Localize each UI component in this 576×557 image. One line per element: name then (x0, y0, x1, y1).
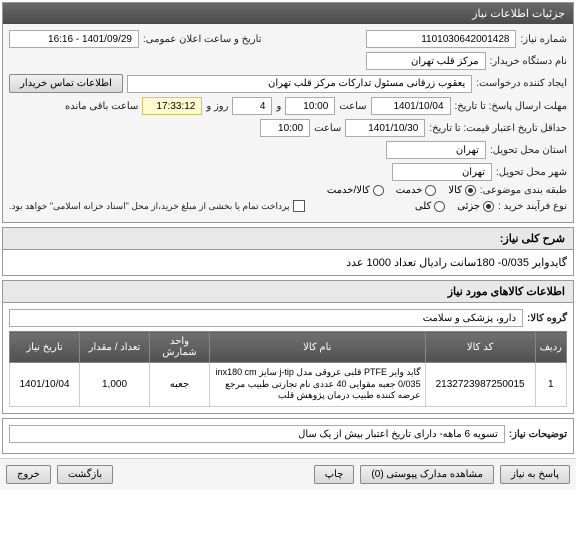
radio-both-label: کالا/خدمت (327, 185, 370, 196)
time-label-2: ساعت (314, 123, 341, 134)
radio-goods-label: کالا (448, 185, 462, 196)
radio-icon (425, 185, 436, 196)
need-no-label: شماره نیاز: (520, 34, 567, 45)
need-no-value: 1101030642001428 (366, 30, 516, 48)
main-panel: جزئیات اطلاعات نیاز شماره نیاز: 11010306… (2, 2, 574, 223)
radio-icon (465, 185, 476, 196)
contact-button[interactable]: اطلاعات تماس خریدار (9, 74, 123, 93)
radio-partial-label: جزئی (457, 201, 480, 212)
desc-text: گایدوایر 0/035- 180سانت رادیال تعداد 100… (3, 250, 573, 275)
notes-section: توضیحات نیاز: تسویه 6 ماهه- دارای تاریخ … (2, 418, 574, 454)
city-label: شهر محل تحویل: (496, 167, 567, 178)
radio-icon (483, 201, 494, 212)
panel-title: جزئیات اطلاعات نیاز (3, 3, 573, 24)
desc-title: شرح کلی نیاز: (3, 228, 573, 250)
city-value: تهران (392, 163, 492, 181)
exit-button[interactable]: خروج (6, 465, 51, 484)
group-label: گروه کالا: (527, 313, 567, 324)
time-remain: 17:33:12 (142, 97, 202, 115)
items-title: اطلاعات کالاهای مورد نیاز (3, 281, 573, 303)
print-button[interactable]: چاپ (314, 465, 355, 484)
notes-label: توضیحات نیاز: (509, 429, 567, 440)
group-value: دارو، پزشکی و سلامت (9, 309, 523, 327)
announce-value: 1401/09/29 - 16:16 (9, 30, 139, 48)
radio-service-label: خدمت (396, 185, 423, 196)
province-value: تهران (386, 141, 486, 159)
radio-both[interactable]: کالا/خدمت (327, 185, 384, 196)
process-label: نوع فرآیند خرید : (498, 201, 567, 212)
radio-icon (434, 201, 445, 212)
province-label: استان محل تحویل: (490, 145, 567, 156)
requester-value: یعقوب زرقانی مسئول تدارکات مرکز قلب تهرا… (127, 75, 472, 93)
cell-qty: 1,000 (80, 363, 150, 407)
cell-unit: جعبه (150, 363, 210, 407)
and-label: و (276, 101, 281, 112)
process-radio-group: جزئی کلی (415, 201, 494, 212)
info-body: شماره نیاز: 1101030642001428 تاریخ و ساع… (3, 24, 573, 222)
notes-text: تسویه 6 ماهه- دارای تاریخ اعتبار بیش از … (9, 425, 505, 443)
radio-full-label: کلی (415, 201, 431, 212)
radio-goods[interactable]: کالا (448, 185, 476, 196)
items-section: اطلاعات کالاهای مورد نیاز گروه کالا: دار… (2, 280, 574, 414)
payment-note: پرداخت تمام یا بخشی از مبلغ خرید،از محل … (9, 201, 289, 212)
payment-checkbox[interactable] (293, 200, 305, 212)
back-button[interactable]: بازگشت (57, 465, 113, 484)
col-code: کد کالا (425, 332, 535, 363)
validity-time: 10:00 (260, 119, 310, 137)
requester-label: ایجاد کننده درخواست: (476, 78, 567, 89)
radio-service[interactable]: خدمت (396, 185, 437, 196)
items-table: ردیف کد کالا نام کالا واحد شمارش تعداد /… (9, 331, 567, 407)
validity-date: 1401/10/30 (345, 119, 425, 137)
col-qty: تعداد / مقدار (80, 332, 150, 363)
cell-idx: 1 (535, 363, 566, 407)
buyer-label: نام دستگاه خریدار: (490, 56, 567, 67)
radio-partial[interactable]: جزئی (457, 201, 494, 212)
table-header-row: ردیف کد کالا نام کالا واحد شمارش تعداد /… (10, 332, 567, 363)
validity-label: حداقل تاریخ اعتبار قیمت: تا تاریخ: (429, 123, 567, 134)
deadline-label: مهلت ارسال پاسخ: تا تاریخ: (455, 101, 567, 112)
announce-label: تاریخ و ساعت اعلان عمومی: (143, 34, 262, 45)
buyer-value: مرکز قلب تهران (366, 52, 486, 70)
deadline-time: 10:00 (285, 97, 335, 115)
attach-button[interactable]: مشاهده مدارک پیوستی (0) (360, 465, 494, 484)
col-date: تاریخ نیاز (10, 332, 80, 363)
cell-date: 1401/10/04 (10, 363, 80, 407)
cell-name: گاید وایر PTFE قلبی عروقی مدل j-tip سایز… (210, 363, 426, 407)
days-label: روز و (206, 101, 228, 112)
radio-full[interactable]: کلی (415, 201, 445, 212)
radio-icon (373, 185, 384, 196)
col-idx: ردیف (535, 332, 566, 363)
cell-code: 2132723987250015 (425, 363, 535, 407)
reply-button[interactable]: پاسخ به نیاز (500, 465, 570, 484)
table-row: 1 2132723987250015 گاید وایر PTFE قلبی ع… (10, 363, 567, 407)
desc-section: شرح کلی نیاز: گایدوایر 0/035- 180سانت را… (2, 227, 574, 276)
remain-label: ساعت باقی مانده (65, 101, 138, 112)
deadline-date: 1401/10/04 (371, 97, 451, 115)
days-remain: 4 (232, 97, 272, 115)
category-radio-group: کالا خدمت کالا/خدمت (327, 185, 476, 196)
footer: پاسخ به نیاز مشاهده مدارک پیوستی (0) چاپ… (0, 458, 576, 490)
col-name: نام کالا (210, 332, 426, 363)
col-unit: واحد شمارش (150, 332, 210, 363)
time-label-1: ساعت (339, 101, 366, 112)
category-label: طبقه بندی موضوعی: (480, 185, 567, 196)
